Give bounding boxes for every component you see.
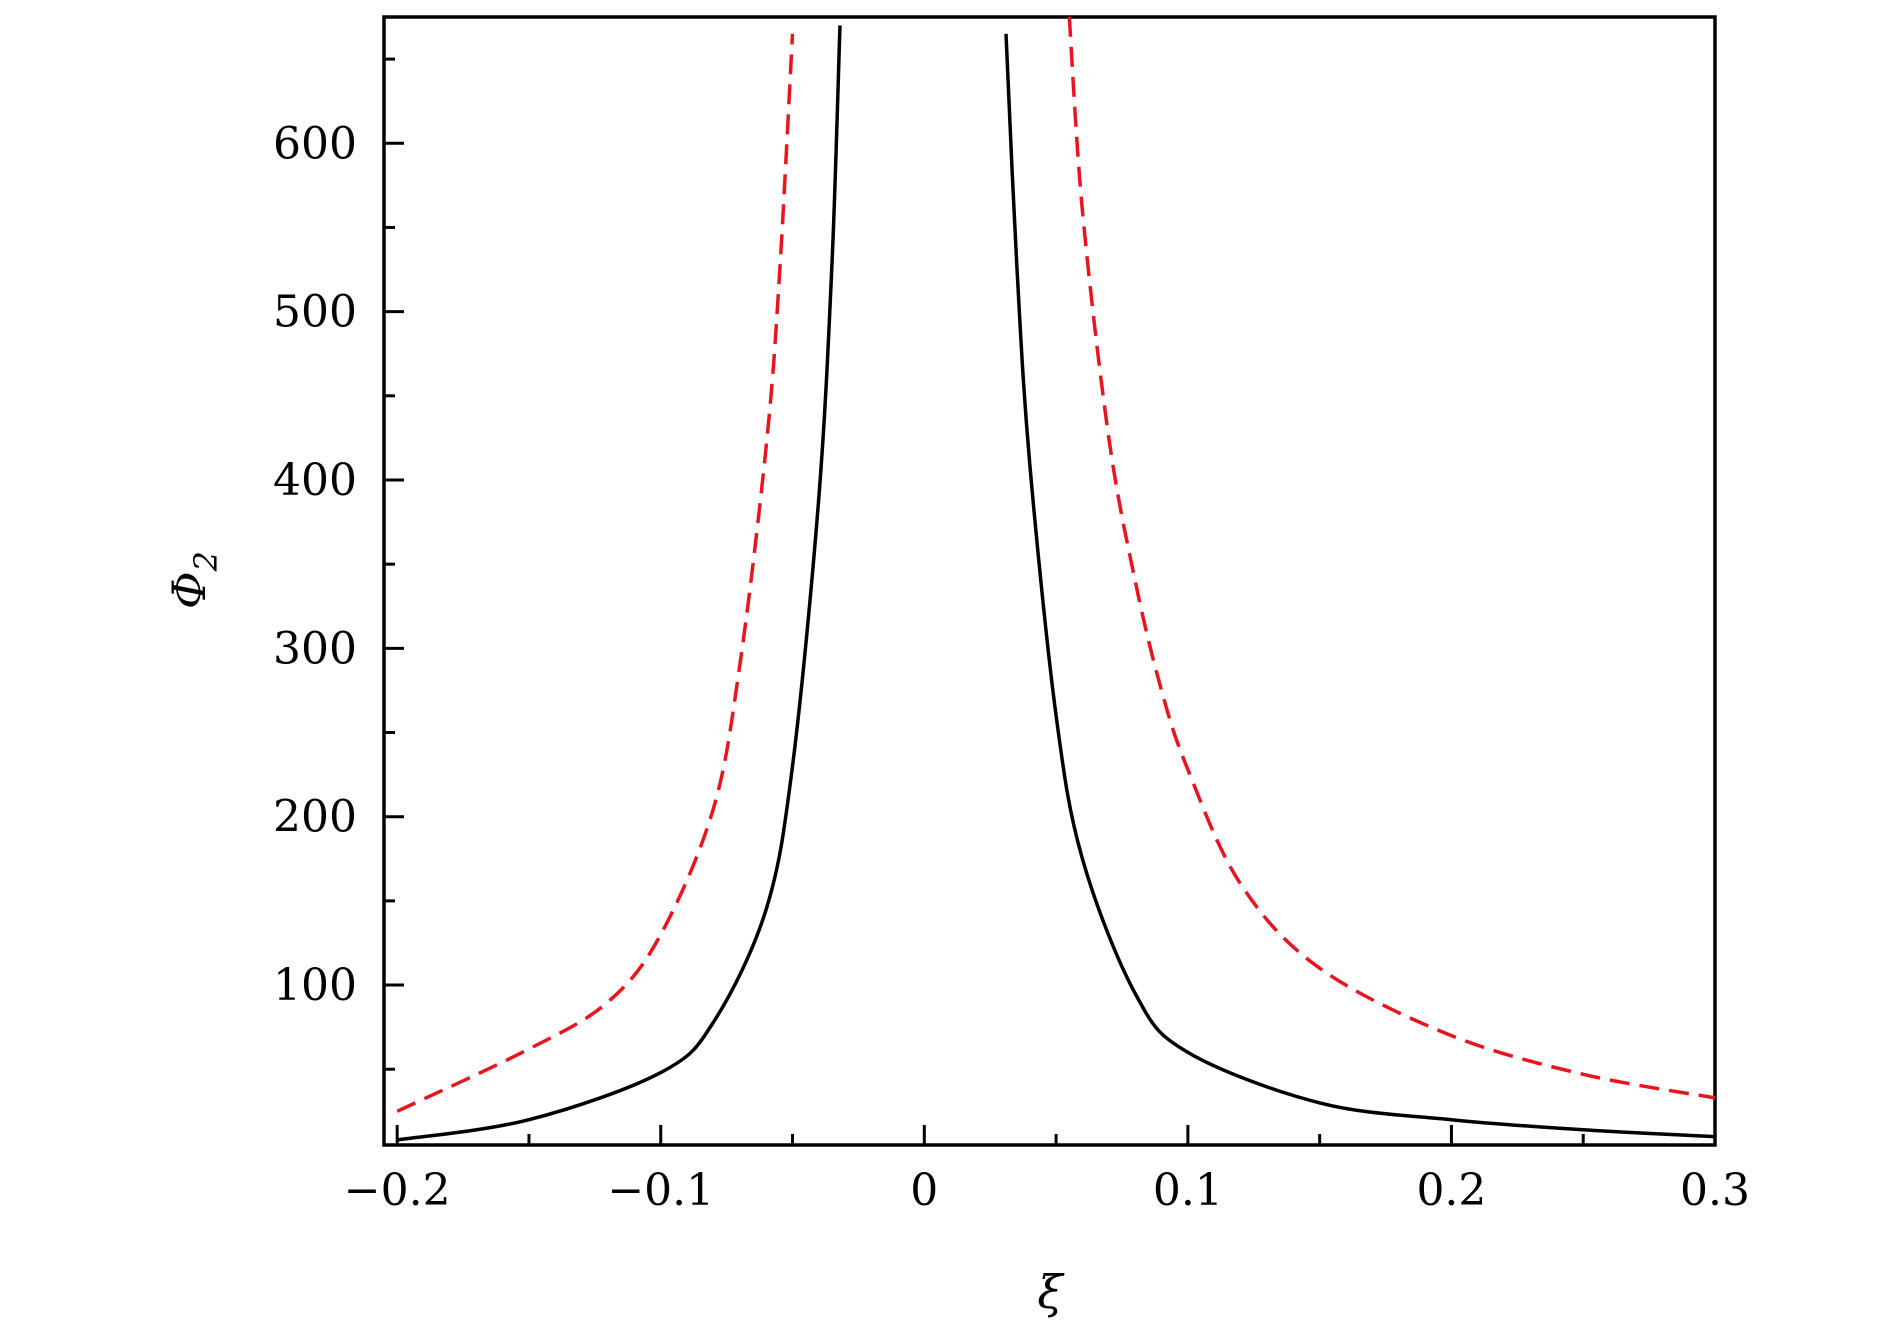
- plot-frame: [382, 15, 1717, 1147]
- x-tick-label: −0.2: [344, 1165, 451, 1216]
- x-tick-label: 0.1: [1153, 1165, 1223, 1216]
- series-0-curve-1: [1004, 33, 1716, 1139]
- x-tick-label: 0: [910, 1165, 938, 1216]
- series-1-curve-0: [396, 33, 795, 1113]
- x-axis-label: ξ: [1037, 1265, 1065, 1319]
- y-tick-label: 500: [273, 287, 357, 338]
- y-tick-label: 300: [273, 623, 357, 674]
- y-tick-label: 200: [273, 792, 357, 843]
- y-axis-label-symbol: Φ: [162, 571, 216, 609]
- series-layer: [396, 16, 1716, 1142]
- series-0-curve-0: [396, 25, 842, 1142]
- x-tick-label: 0.3: [1680, 1165, 1750, 1216]
- y-tick-label: 400: [273, 455, 357, 506]
- series-1-curve-1: [1067, 16, 1716, 1100]
- y-tick-label: 100: [273, 960, 357, 1011]
- y-axis-label: Φ2: [162, 551, 225, 609]
- y-axis-ticks: 100 200 300 400 500 600: [273, 57, 404, 1071]
- y-tick-label: 600: [273, 118, 357, 169]
- x-tick-label: −0.1: [607, 1165, 714, 1216]
- x-tick-label: 0.2: [1416, 1165, 1486, 1216]
- y-axis-label-subscript: 2: [187, 551, 225, 572]
- x-axis-ticks: −0.2 −0.1 0 0.1 0.2 0.3: [344, 1125, 1750, 1216]
